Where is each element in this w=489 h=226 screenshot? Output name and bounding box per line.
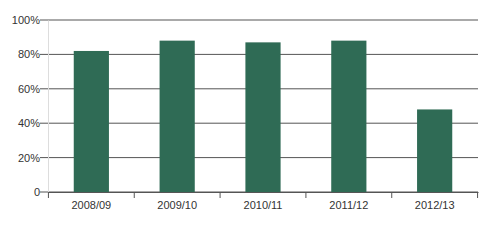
x-tick-label: 2010/11 <box>244 199 283 211</box>
x-dividers <box>48 192 477 198</box>
y-tick-label: 0 <box>34 186 40 198</box>
chart: 020%40%60%80%100%2008/092009/102010/1120… <box>0 0 489 226</box>
y-axis: 0 20% 40% 60% 80% 100% <box>12 14 49 198</box>
x-tick-label: 2008/09 <box>71 199 111 211</box>
x-divider <box>48 192 49 198</box>
y-tick: 60% <box>18 83 48 95</box>
y-tick-label: 40% <box>18 117 40 129</box>
y-tick-label: 20% <box>18 152 40 164</box>
x-divider <box>477 192 478 198</box>
x-tick-label: 2009/10 <box>157 199 197 211</box>
x-tick: 2009/10 <box>157 192 197 211</box>
bars <box>74 41 453 192</box>
x-tick-label: 2011/12 <box>329 199 368 211</box>
bar <box>160 41 195 192</box>
y-axis-line <box>48 21 49 193</box>
bar <box>245 42 280 192</box>
plot: 020%40%60%80%100%2008/092009/102010/1120… <box>12 14 479 211</box>
x-tick-label: 2012/13 <box>415 199 455 211</box>
x-axis: 2008/09 2009/10 2010/11 2011/12 2012/13 <box>48 192 478 211</box>
grid-line <box>40 20 478 21</box>
bar <box>331 41 366 192</box>
y-tick-label: 80% <box>18 48 40 60</box>
y-tick-label: 60% <box>18 83 40 95</box>
x-tick: 2008/09 <box>71 192 111 211</box>
x-axis-line <box>49 192 479 193</box>
x-tick: 2012/13 <box>415 192 455 211</box>
grid <box>40 20 478 192</box>
x-divider <box>220 192 221 198</box>
y-tick-label: 100% <box>12 14 40 26</box>
bar <box>417 109 452 192</box>
x-tick: 2011/12 <box>329 192 368 211</box>
x-divider <box>391 192 392 198</box>
y-tick: 40% <box>18 117 48 129</box>
x-divider <box>305 192 306 198</box>
x-tick: 2010/11 <box>244 192 283 211</box>
y-tick: 20% <box>18 152 48 164</box>
y-tick: 100% <box>12 14 48 26</box>
y-tick: 0 <box>34 186 48 198</box>
y-tick: 80% <box>18 48 48 60</box>
x-divider <box>134 192 135 198</box>
bar <box>74 51 109 192</box>
